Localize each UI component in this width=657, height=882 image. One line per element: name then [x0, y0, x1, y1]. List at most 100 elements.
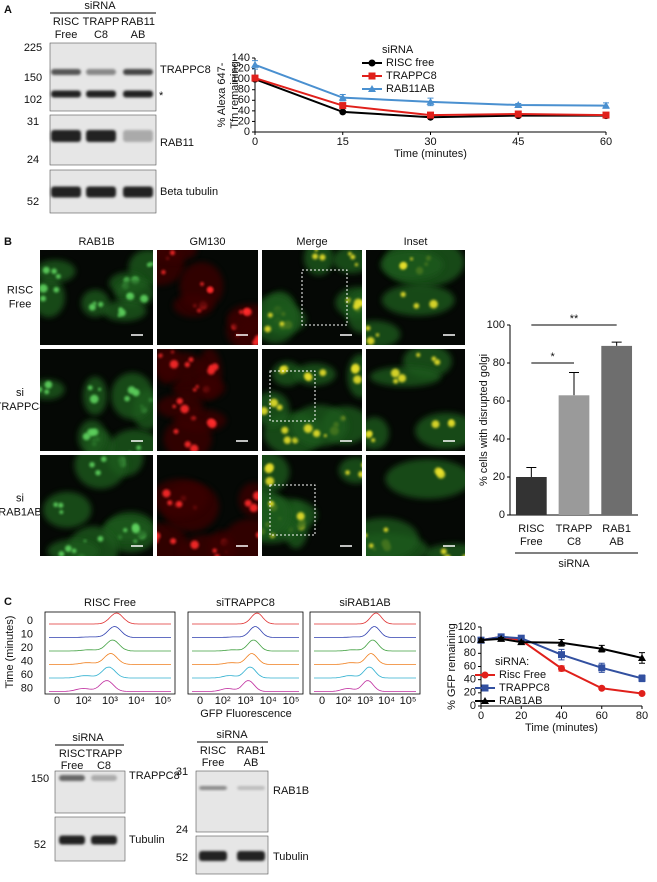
- golgi: [89, 394, 99, 404]
- flow-time-label: 60: [21, 669, 33, 681]
- golgi: [269, 398, 279, 408]
- golgi: [189, 444, 199, 451]
- golgi: [89, 462, 95, 468]
- flow-trace: [49, 626, 171, 638]
- legend-label: RAB1AB: [499, 695, 542, 707]
- inset-box: [269, 370, 316, 422]
- golgi: [351, 363, 360, 372]
- x-tick-label: 0: [478, 710, 484, 722]
- cell: [291, 404, 348, 447]
- lane-label: RAB11: [121, 16, 155, 28]
- legend-marker: [368, 59, 376, 67]
- lane-label: RISC: [200, 745, 226, 757]
- row-label: RISC: [7, 284, 33, 296]
- significance-mark: **: [570, 313, 579, 325]
- micrograph-content: [40, 372, 153, 454]
- golgi: [296, 512, 305, 521]
- golgi: [172, 404, 177, 409]
- golgi: [366, 325, 371, 331]
- golgi: [168, 241, 176, 249]
- cell: [366, 416, 389, 450]
- golgi: [264, 325, 272, 333]
- y-tick-label: 60: [493, 395, 505, 407]
- flow-time-label: 80: [21, 682, 33, 694]
- inset-box: [269, 484, 316, 536]
- golgi: [262, 406, 268, 415]
- y-tick-label: 40: [238, 105, 250, 117]
- lane-label: Free: [202, 757, 225, 769]
- golgi: [40, 386, 43, 393]
- golgi: [87, 385, 93, 391]
- x-tick-label: 15: [337, 136, 349, 148]
- golgi: [252, 491, 258, 501]
- micrograph-content: [366, 250, 465, 345]
- golgi: [345, 470, 350, 475]
- flow-x-tick: 10⁴: [128, 695, 145, 707]
- golgi: [58, 551, 65, 556]
- blot-band: [86, 186, 116, 198]
- y-tick-label: 20: [238, 115, 250, 127]
- golgi: [200, 282, 204, 286]
- golgi: [53, 286, 60, 293]
- micrograph-content: [366, 349, 465, 450]
- golgi: [131, 523, 140, 531]
- band-label: RAB1B: [273, 785, 309, 797]
- golgi: [123, 528, 128, 533]
- golgi: [169, 250, 176, 256]
- golgi: [169, 359, 179, 369]
- golgi: [449, 419, 454, 424]
- golgi: [410, 257, 414, 261]
- golgi: [207, 366, 216, 375]
- marker: [477, 636, 485, 644]
- cell: [303, 250, 334, 276]
- golgi: [168, 243, 174, 249]
- cell: [40, 277, 65, 318]
- cell: [366, 320, 401, 345]
- marker: [638, 674, 646, 682]
- y-axis-label: % Alexa 647-: [216, 62, 228, 127]
- golgi: [431, 356, 437, 362]
- golgi: [249, 503, 258, 513]
- golgi: [429, 299, 438, 309]
- golgi: [268, 500, 275, 507]
- flow-x-tick: 0: [319, 695, 325, 707]
- golgi: [281, 426, 289, 434]
- blot-band: [91, 835, 117, 845]
- x-tick-label: Free: [520, 536, 543, 548]
- cell: [179, 262, 224, 310]
- golgi: [314, 250, 318, 252]
- band-label: *: [159, 90, 164, 102]
- golgi: [390, 368, 400, 378]
- mw-marker: 150: [24, 72, 42, 84]
- golgi: [276, 404, 283, 411]
- golgi: [440, 548, 447, 555]
- golgi: [128, 451, 131, 454]
- golgi: [59, 510, 64, 514]
- mw-marker: 150: [31, 773, 49, 785]
- x-axis-label: Time (minutes): [394, 148, 467, 160]
- row-label: si: [16, 387, 24, 399]
- golgi: [348, 251, 352, 256]
- marker: [602, 101, 610, 109]
- golgi: [71, 548, 77, 554]
- y-tick-label: 20: [493, 471, 505, 483]
- mw-marker: 31: [176, 766, 188, 778]
- error-bar: [611, 341, 622, 346]
- x-tick-label: TRAPP: [556, 523, 593, 535]
- cell: [223, 518, 258, 556]
- y-tick-label: 100: [458, 634, 476, 646]
- micrograph-content: [43, 455, 153, 556]
- golgi: [323, 434, 327, 438]
- error-bar: [569, 372, 579, 396]
- marker: [602, 111, 610, 119]
- x-tick-label: RAB1: [602, 523, 631, 535]
- x-tick-label: 40: [555, 710, 567, 722]
- blot-band: [51, 90, 81, 98]
- golgi: [139, 294, 149, 303]
- golgi: [319, 369, 327, 377]
- mw-marker: 52: [27, 196, 39, 208]
- golgi: [400, 291, 406, 298]
- golgi: [312, 429, 321, 438]
- golgi: [375, 333, 380, 337]
